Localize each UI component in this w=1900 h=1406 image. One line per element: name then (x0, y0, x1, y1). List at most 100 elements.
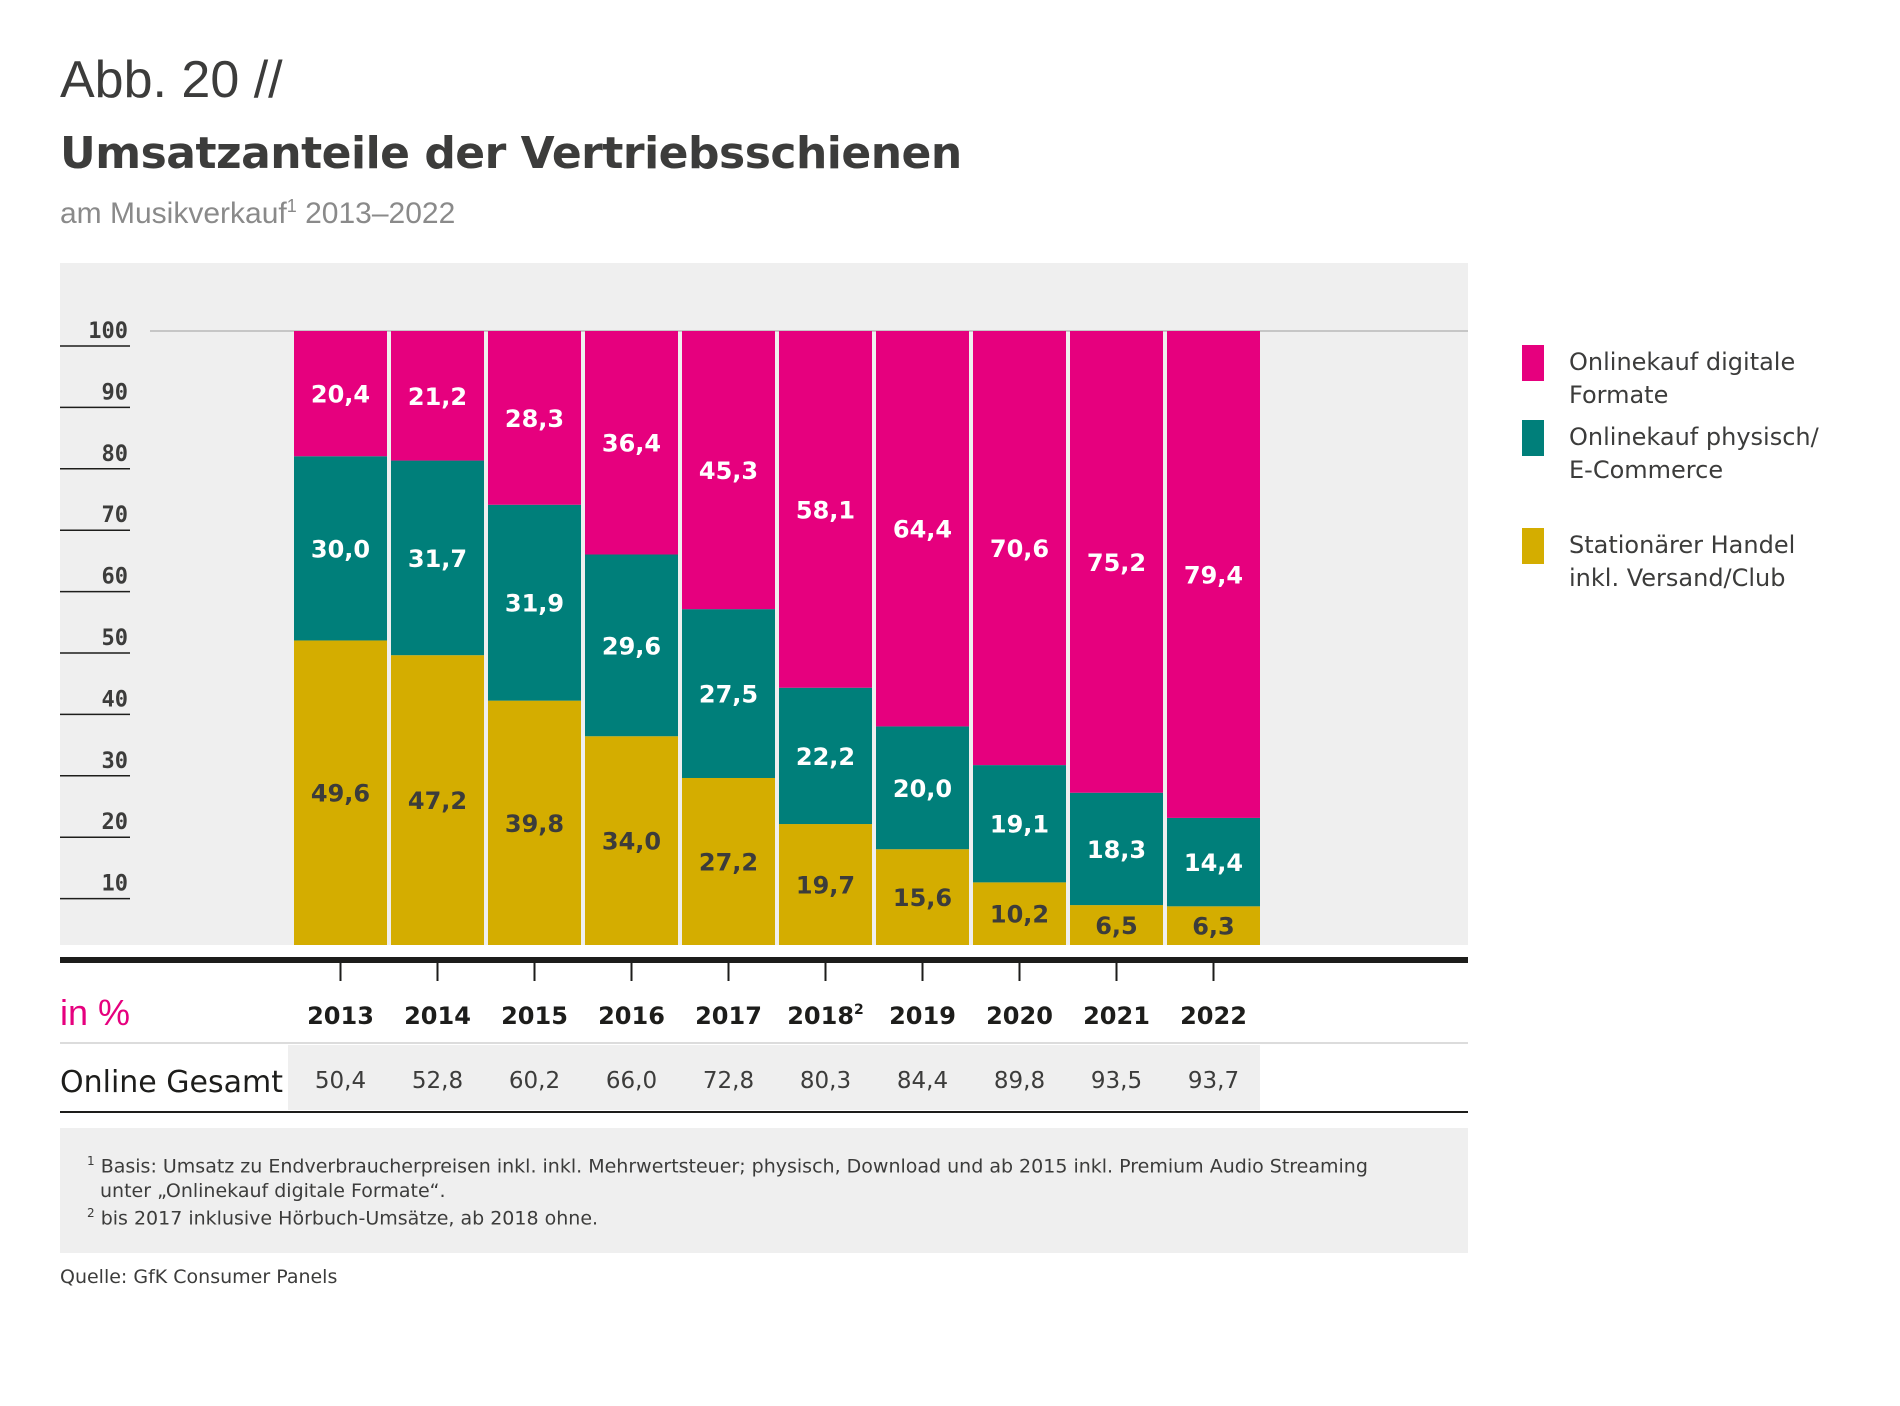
x-tick-label: 2013 (307, 1002, 374, 1030)
bar-value-label: 31,7 (408, 545, 467, 573)
footnote-2-marker: 2 (87, 1206, 95, 1220)
bar-value-label: 18,3 (1087, 836, 1146, 864)
x-tick-label: 2015 (501, 1002, 568, 1030)
summary-row-value: 52,8 (412, 1068, 463, 1094)
legend-label: Onlinekauf digitale Formate (1569, 348, 1796, 409)
x-tick-footnote-ref: 2 (854, 1002, 864, 1018)
bar-segment (585, 554, 678, 737)
summary-row-background (288, 1045, 1260, 1110)
legend-swatch (1522, 420, 1544, 456)
footnotes-box: 1 Basis: Umsatz zu Endverbraucherpreisen… (60, 1128, 1468, 1253)
x-tick-label: 2019 (889, 1002, 956, 1030)
bar-value-label: 21,2 (408, 383, 467, 411)
footnote-1-line-1: Basis: Umsatz zu Endverbraucherpreisen i… (100, 1155, 1368, 1178)
summary-row-value: 66,0 (606, 1068, 657, 1094)
bar-segment (391, 331, 484, 461)
figure-number: Abb. 20 // (60, 51, 283, 109)
x-axis-line (60, 957, 1468, 963)
y-tick-label: 90 (102, 380, 129, 405)
bar-value-label: 47,2 (408, 787, 467, 815)
bar-segment (876, 726, 969, 850)
bar-segment (488, 700, 581, 945)
y-tick-label: 60 (102, 565, 129, 590)
bar-value-label: 45,3 (699, 457, 758, 485)
footnote-1-line-2: unter „Onlinekauf digitale Formate“. (100, 1180, 446, 1202)
bar-segment (876, 849, 969, 945)
footnote-1: 1 Basis: Umsatz zu Endverbraucherpreisen… (87, 1154, 1368, 1177)
bar-segment (973, 882, 1066, 945)
y-tick-label: 50 (102, 626, 129, 651)
bar-segment (294, 456, 387, 641)
bar-segment (779, 331, 872, 688)
legend-label: Onlinekauf physisch/ (1569, 423, 1819, 451)
y-tick-label: 30 (102, 749, 129, 774)
summary-row-value: 84,4 (897, 1068, 948, 1094)
summary-row-value: 80,3 (800, 1068, 851, 1094)
bar-segment (294, 331, 387, 457)
bar-value-label: 39,8 (505, 810, 564, 838)
bar-segment (1070, 905, 1163, 945)
bar-value-label: 28,3 (505, 405, 564, 433)
x-tick-label: 2016 (598, 1002, 665, 1030)
bar-segment (585, 331, 678, 555)
bar-value-label: 29,6 (602, 632, 661, 660)
bar-value-label: 14,4 (1184, 849, 1243, 877)
summary-row-value: 89,8 (994, 1068, 1045, 1094)
y-tick-label: 80 (102, 442, 129, 467)
bar-segment (682, 331, 775, 610)
footnote-2: 2 bis 2017 inklusive Hörbuch-Umsätze, ab… (87, 1206, 598, 1229)
bar-segment (391, 460, 484, 656)
bar-value-label: 34,0 (602, 828, 661, 856)
bar-segment (973, 331, 1066, 766)
y-tick-label: 10 (102, 872, 129, 897)
summary-row-value: 60,2 (509, 1068, 560, 1094)
bar-segment (294, 640, 387, 945)
bar-segment (1070, 792, 1163, 906)
bar-value-label: 79,4 (1184, 561, 1243, 589)
x-tick-label: 2017 (695, 1002, 762, 1030)
bar-segment (391, 655, 484, 945)
bar-value-label: 58,1 (796, 496, 855, 524)
bar-segment (488, 331, 581, 505)
unit-label: in % (60, 992, 130, 1033)
bar-segment (1167, 817, 1260, 907)
bar-segment (973, 765, 1066, 883)
legend-swatch (1522, 345, 1544, 381)
x-tick-label: 2020 (986, 1002, 1053, 1030)
y-tick-label: 40 (102, 687, 129, 712)
bar-value-label: 30,0 (311, 535, 370, 563)
bar-value-label: 64,4 (893, 516, 952, 544)
summary-row-value: 93,5 (1091, 1068, 1142, 1094)
bar-value-label: 20,4 (311, 381, 370, 409)
bar-value-label: 19,7 (796, 872, 855, 900)
bar-segment (779, 824, 872, 945)
bar-segment (779, 687, 872, 825)
y-tick-label: 100 (88, 319, 128, 344)
bar-segment (1167, 331, 1260, 818)
bar-value-label: 75,2 (1087, 549, 1146, 577)
bar-value-label: 22,2 (796, 743, 855, 771)
bar-value-label: 49,6 (311, 780, 370, 808)
bar-segment (585, 736, 678, 945)
source-note: Quelle: GfK Consumer Panels (60, 1266, 338, 1288)
bar-value-label: 70,6 (990, 535, 1049, 563)
footnote-1-marker: 1 (87, 1154, 95, 1168)
bar-segment (682, 777, 775, 945)
bar-segment (488, 504, 581, 701)
legend-label: Stationärer Handel (1569, 531, 1796, 559)
footnote-2-line-1: bis 2017 inklusive Hörbuch-Umsätze, ab 2… (100, 1207, 599, 1230)
bar-segment (1167, 906, 1260, 945)
bar-value-label: 19,1 (990, 811, 1049, 839)
legend-label: E-Commerce (1569, 456, 1724, 484)
bar-value-label: 6,5 (1095, 912, 1138, 940)
legend-swatch (1522, 528, 1544, 564)
bar-value-label: 31,9 (505, 590, 564, 618)
chart-subtitle: am Musikverkauf1 2013–2022 (60, 196, 455, 231)
subtitle-years: 2013–2022 (305, 197, 456, 230)
bar-value-label: 36,4 (602, 430, 661, 458)
y-tick-label: 20 (102, 810, 129, 835)
subtitle-footnote-ref: 1 (286, 196, 297, 216)
chart-title: Umsatzanteile der Vertriebsschienen (60, 128, 962, 179)
x-tick-label: 20182 (787, 1002, 864, 1030)
bar-segment (876, 331, 969, 727)
